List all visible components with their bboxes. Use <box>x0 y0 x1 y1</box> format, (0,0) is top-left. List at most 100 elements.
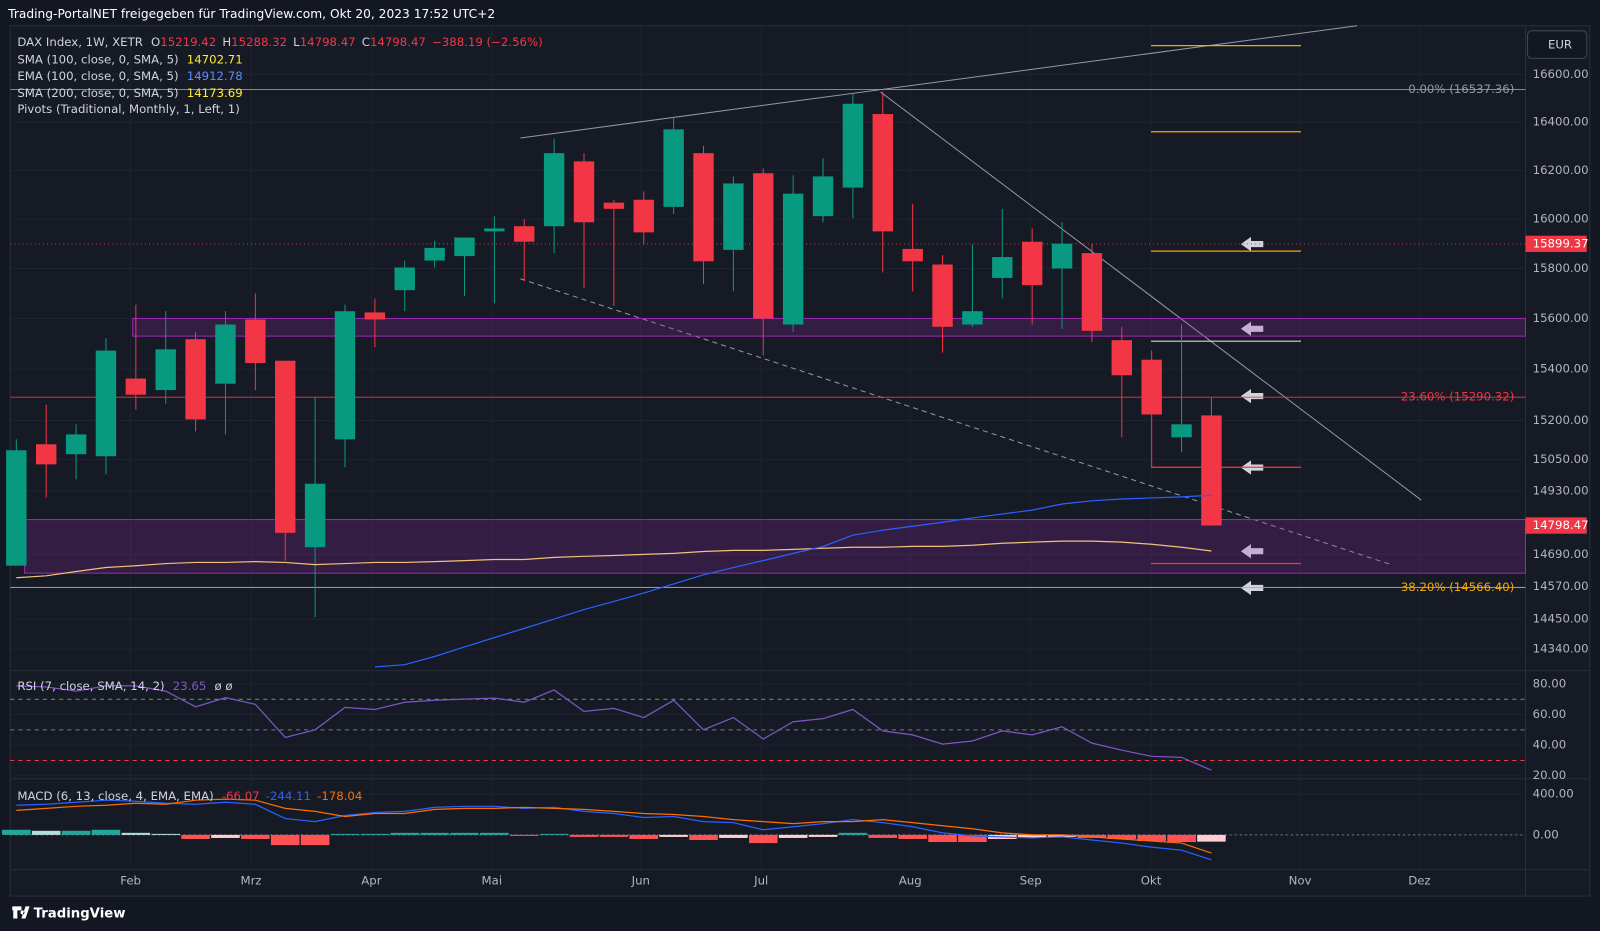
candle-body <box>663 129 684 207</box>
candle-body <box>573 161 595 223</box>
x-tick-label: Jun <box>631 873 650 887</box>
currency[interactable]: EUR <box>1548 38 1572 52</box>
macd-hist <box>270 834 300 846</box>
moving-average <box>374 494 1212 668</box>
y-tick-label: 0.00 <box>1533 827 1559 841</box>
rsi-title: RSI (7, close, SMA, 14, 2) <box>17 678 164 692</box>
y-tick-label: 15050.00 <box>1533 452 1589 466</box>
candle-body <box>6 450 27 566</box>
candle-body <box>842 103 864 188</box>
candle-body <box>902 248 923 262</box>
candle-body <box>633 199 654 233</box>
macd-hist <box>1107 834 1137 839</box>
candle-body <box>932 264 953 327</box>
pivots-legend: Pivots (Traditional, Monthly, 1, Left, 1… <box>17 102 239 116</box>
candle-body <box>992 257 1013 278</box>
y-tick-label: 16600.00 <box>1533 67 1589 81</box>
rsi-line <box>16 685 1212 771</box>
candle-body <box>1111 340 1132 376</box>
chart-frame <box>9 25 1591 897</box>
y-tick-label: 15800.00 <box>1533 261 1589 275</box>
x-tick-label: Feb <box>120 873 141 887</box>
x-tick-label: Dez <box>1408 873 1430 887</box>
signal-value: -178.04 <box>317 789 362 803</box>
macd-hist <box>360 833 390 835</box>
macd-hist <box>480 832 509 835</box>
macd-hist <box>61 830 91 835</box>
y-tick-label: 14570.00 <box>1533 579 1589 593</box>
candle-body <box>424 247 445 261</box>
y-tick-label: 60.00 <box>1533 707 1567 721</box>
macd-hist <box>390 832 420 835</box>
zone <box>132 317 1527 337</box>
arrow <box>1240 236 1264 252</box>
ma-name: EMA (100, close, 0, SMA, 5) <box>17 69 178 83</box>
candle-body <box>125 378 147 395</box>
ma-value: 14173.69 <box>187 86 243 100</box>
fib-label: 38.20% (14566.40) <box>1401 580 1514 594</box>
currency-button[interactable] <box>1527 30 1588 59</box>
x-tick-label: Mai <box>482 873 503 887</box>
y-tick-label: 80.00 <box>1533 676 1567 690</box>
fib-label: 0.00% (16537.36) <box>1408 82 1514 96</box>
candle-body <box>1081 253 1103 331</box>
candle-body <box>782 193 804 325</box>
value: 15288.32 <box>231 35 287 49</box>
arrow <box>1240 321 1264 336</box>
drawings <box>520 25 1422 596</box>
macd-hist <box>569 834 599 837</box>
labels: DAX Index, 1W, XETR O15219.42 H15288.32 L14… <box>12 30 1589 921</box>
y-tick-label: 15200.00 <box>1533 413 1589 427</box>
macd-hist <box>1137 834 1166 842</box>
ma-name: SMA (100, close, 0, SMA, 5) <box>17 52 178 66</box>
macd-hist <box>420 832 449 835</box>
macd-hist <box>509 834 539 836</box>
grid <box>10 25 1590 897</box>
candle-body <box>1021 241 1043 286</box>
y-tick-label: 20.00 <box>1533 768 1567 782</box>
key: L <box>293 35 300 49</box>
banner: Trading-PortalNET freigegeben für Tradin… <box>7 7 495 21</box>
macd-hist <box>719 834 748 838</box>
candle-body <box>1201 415 1222 526</box>
macd-hist <box>330 833 360 835</box>
candle-body <box>95 350 117 457</box>
macd-hist <box>838 832 868 835</box>
brand: TradingView <box>34 906 126 921</box>
ma-legend: SMA (200, close, 0, SMA, 5) 14173.69 <box>17 86 242 100</box>
y-tick-label: 14690.00 <box>1533 547 1589 561</box>
ma-legend: EMA (100, close, 0, SMA, 5) 14912.78 <box>17 69 242 83</box>
macd-hist <box>868 834 898 838</box>
y-tick-label: 15400.00 <box>1533 362 1589 376</box>
candle-body <box>693 153 714 262</box>
candle-body <box>484 228 505 232</box>
trend-line <box>520 25 1358 139</box>
value: 14798.47 <box>300 35 356 49</box>
trend-line <box>520 278 1391 565</box>
macd-hist <box>659 834 688 837</box>
macd-hist <box>1197 834 1226 842</box>
macd-hist <box>241 834 270 839</box>
candle-body <box>872 114 893 232</box>
x-tick-label: Nov <box>1289 873 1312 887</box>
y-tick-label: 15600.00 <box>1533 311 1589 325</box>
y-tick-label: 14930.00 <box>1533 483 1589 497</box>
macd-hist <box>1167 834 1196 843</box>
y-tick-label: 16200.00 <box>1533 163 1589 177</box>
candle-body <box>454 237 475 257</box>
macd-hist <box>300 834 330 846</box>
trend-line <box>880 91 1422 501</box>
x-tick-label: Jul <box>753 873 768 887</box>
candle-body <box>1171 424 1192 438</box>
macd-hist <box>539 833 569 835</box>
y-tick-label: 16400.00 <box>1533 115 1589 129</box>
macd-hist <box>928 834 957 843</box>
macd-hist <box>121 832 151 835</box>
value: 15219.42 <box>160 35 216 49</box>
y-tick-label: 14340.00 <box>1533 642 1589 656</box>
price-label: 15899.37 <box>1533 236 1589 250</box>
ma-name: SMA (200, close, 0, SMA, 5) <box>17 86 178 100</box>
macd-hist <box>91 829 121 835</box>
moving-average <box>16 540 1212 579</box>
change: −388.19 (−2.56%) <box>432 35 543 49</box>
